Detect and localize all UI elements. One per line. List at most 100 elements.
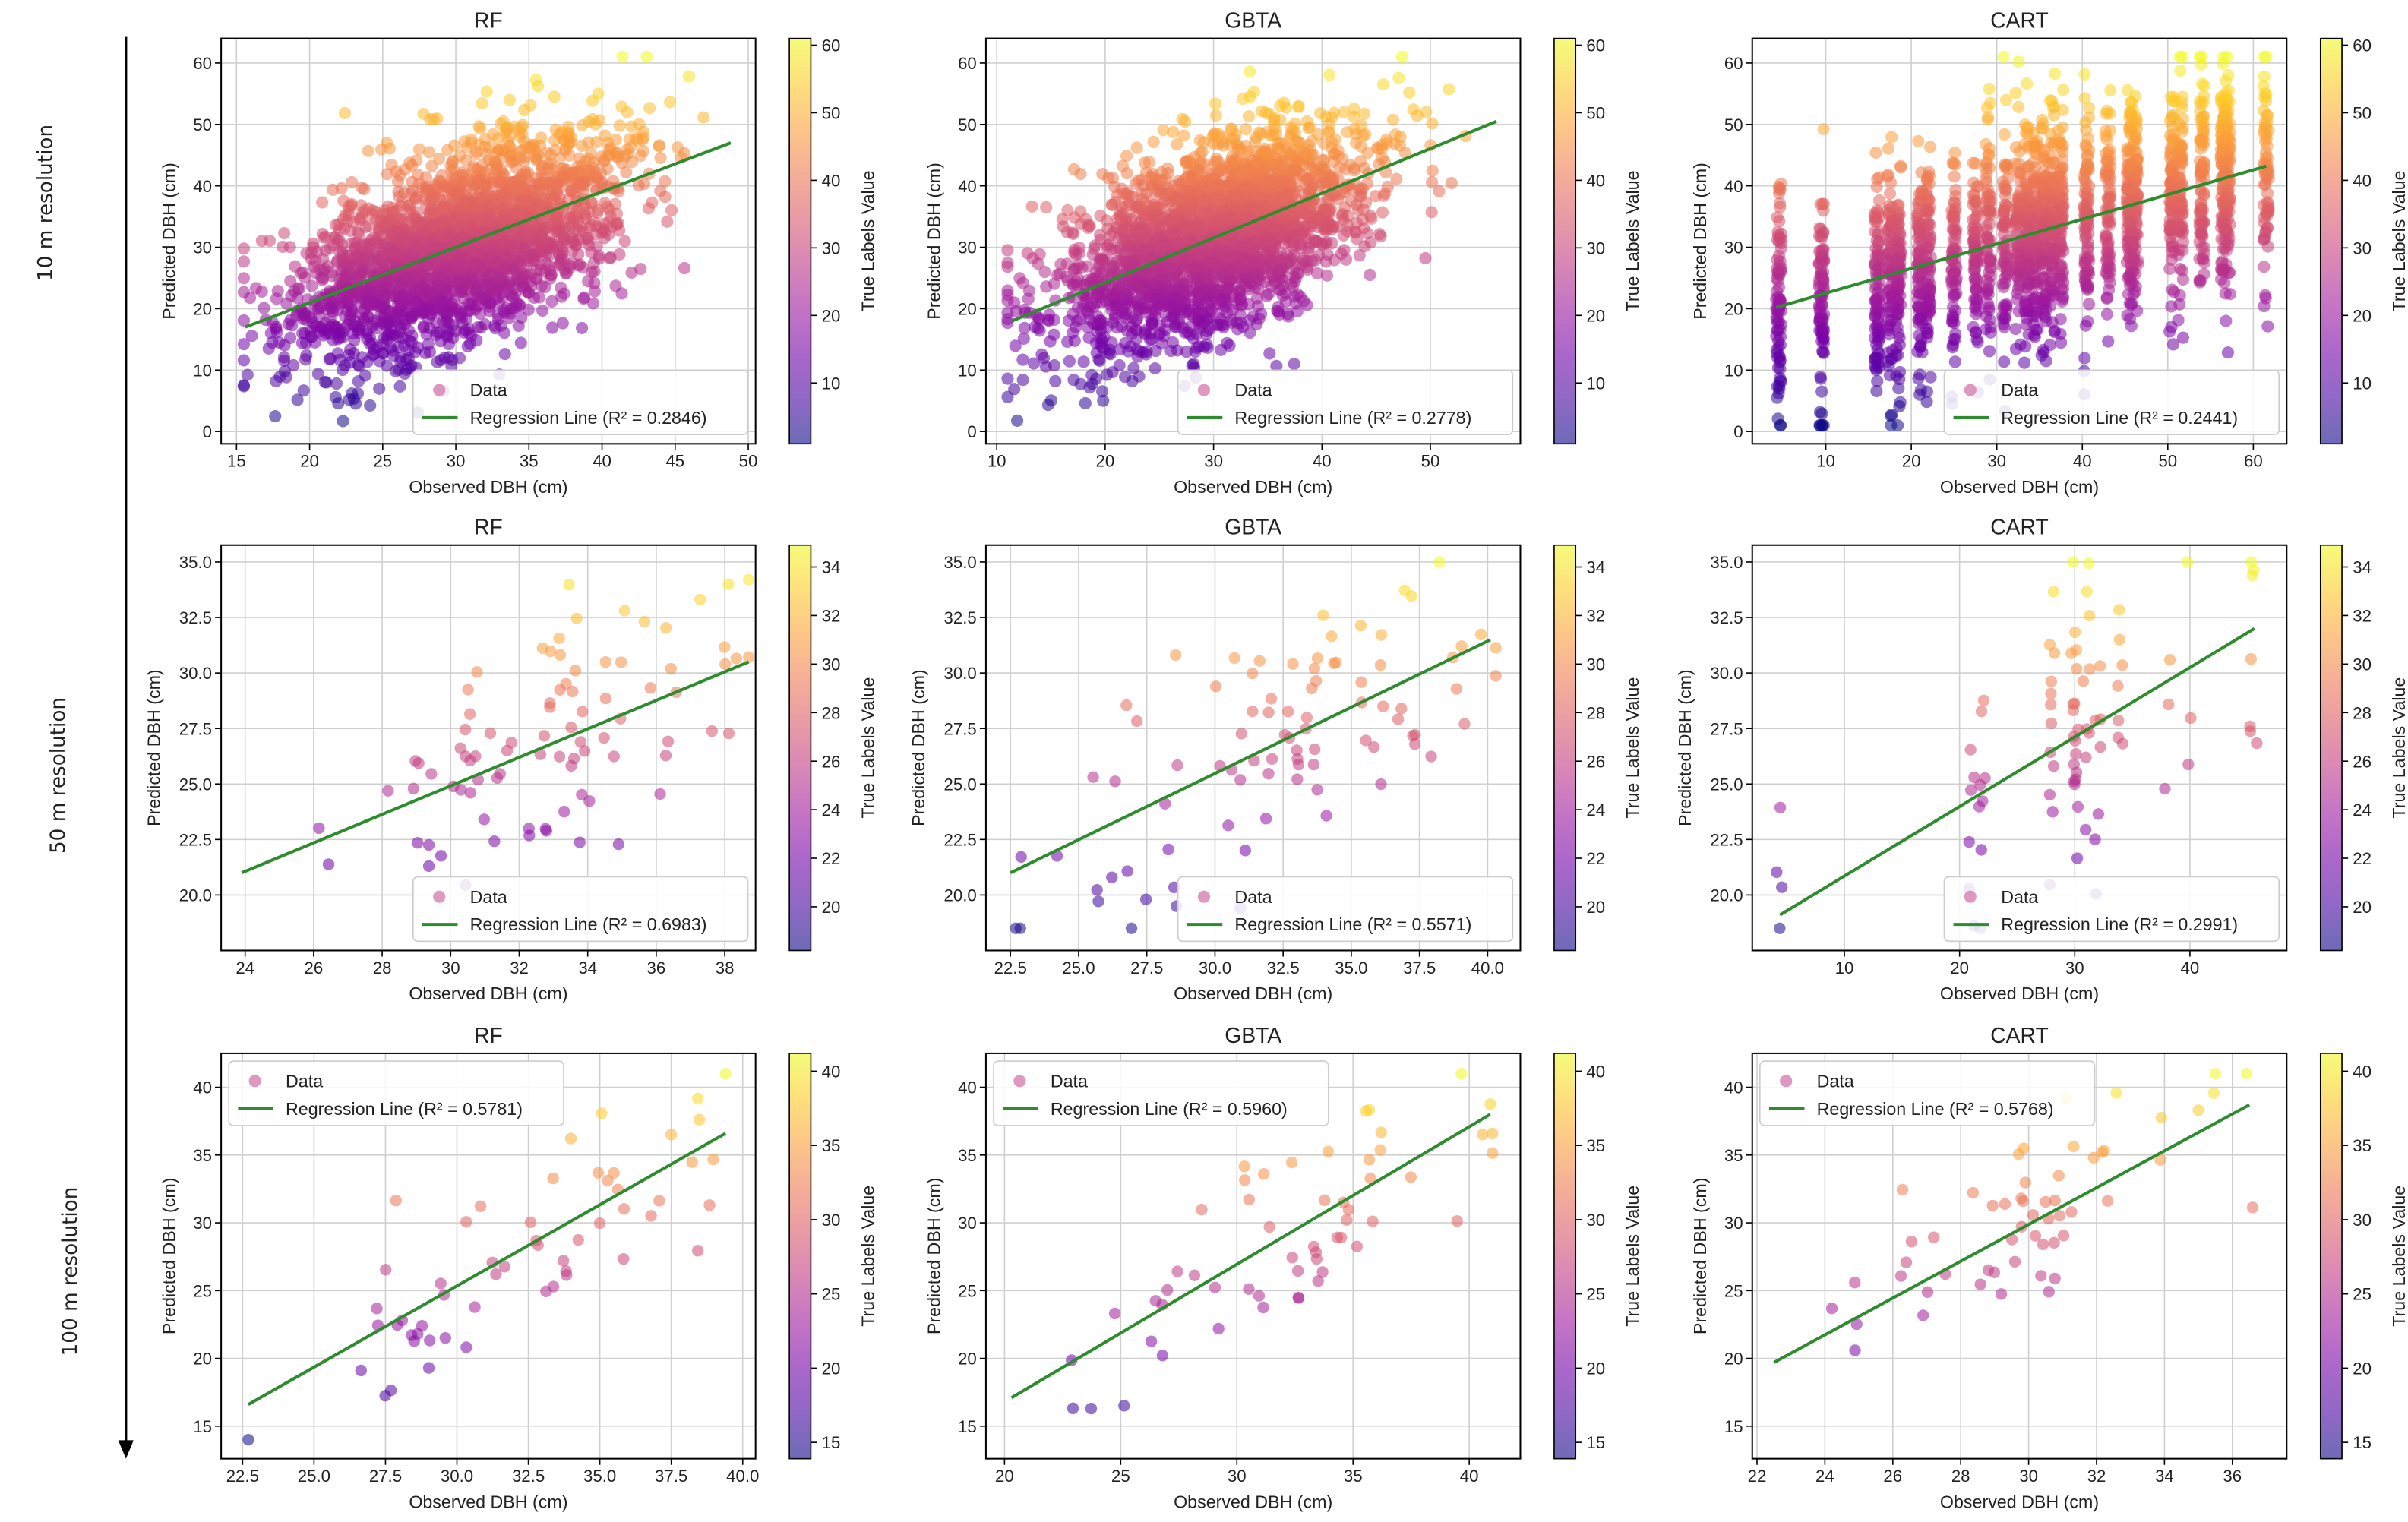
data-point [346, 175, 359, 189]
data-point [435, 354, 447, 367]
data-point [654, 151, 667, 165]
data-point [333, 234, 346, 247]
data-point [1073, 241, 1086, 254]
x-tick-label: 50 [1421, 452, 1440, 471]
data-point [1001, 244, 1014, 257]
data-point [1187, 332, 1200, 345]
data-point [536, 304, 549, 317]
data-point [548, 90, 561, 103]
data-point [453, 185, 466, 198]
data-point [453, 352, 466, 365]
data-point [567, 232, 580, 245]
data-point [583, 164, 597, 178]
data-point [333, 353, 346, 366]
data-point [469, 148, 482, 161]
y-tick-label: 40 [193, 177, 212, 196]
row-label-50m: 50 m resolution [47, 697, 70, 854]
data-point [1100, 214, 1113, 227]
data-point [659, 191, 672, 204]
data-point [379, 319, 393, 332]
data-point [498, 347, 511, 361]
x-tick-label: 45 [665, 452, 684, 471]
data-point [291, 393, 304, 406]
data-point [397, 233, 410, 246]
data-point [507, 239, 520, 252]
data-point [1001, 372, 1014, 385]
data-point [237, 272, 251, 285]
data-point [1364, 236, 1377, 249]
data-point [544, 148, 557, 161]
data-point [536, 161, 549, 175]
data-point [1294, 169, 1307, 182]
data-point [1300, 298, 1313, 311]
data-point [653, 140, 665, 153]
data-point [503, 93, 516, 106]
data-point [358, 182, 371, 196]
data-point [330, 377, 343, 390]
data-point [562, 137, 575, 150]
data-point [1298, 147, 1311, 159]
x-axis-label: Observed DBH (cm) [409, 477, 567, 497]
data-point [346, 260, 359, 273]
data-point [1360, 177, 1374, 190]
data-point [364, 399, 377, 412]
data-point [439, 197, 452, 210]
data-point [548, 134, 561, 147]
data-point [277, 240, 289, 254]
data-point [1135, 193, 1148, 206]
data-point [1231, 143, 1245, 156]
data-point [354, 269, 367, 283]
data-point [520, 246, 534, 259]
data-point [530, 264, 543, 277]
data-point [1129, 323, 1142, 336]
data-point [616, 50, 629, 63]
data-point [412, 143, 425, 156]
x-tick-label: 35 [520, 452, 539, 471]
data-point [1016, 374, 1029, 387]
panel-title: RF [474, 8, 503, 32]
data-point [451, 275, 465, 288]
data-point [336, 363, 349, 377]
data-point [636, 134, 649, 147]
data-point [1283, 145, 1296, 159]
data-point [637, 144, 649, 158]
data-point [299, 327, 311, 340]
data-point [348, 314, 361, 327]
data-point [586, 297, 600, 310]
data-point [539, 280, 551, 294]
data-point [237, 354, 251, 367]
data-point [1131, 312, 1144, 325]
data-point [514, 145, 526, 158]
data-point [523, 286, 536, 299]
data-point [1187, 303, 1201, 316]
data-point [422, 146, 436, 159]
data-point [419, 346, 432, 359]
data-point [1025, 200, 1038, 213]
data-point [374, 301, 387, 314]
data-point [1403, 86, 1416, 99]
x-tick-label: 15 [227, 452, 246, 471]
data-point [1285, 218, 1297, 231]
data-point [290, 309, 303, 322]
data-point [393, 380, 406, 393]
data-point [1104, 263, 1117, 276]
data-point [1063, 355, 1076, 368]
data-point [518, 154, 531, 168]
data-point [1354, 140, 1368, 153]
data-point [1276, 289, 1289, 302]
data-point [1214, 191, 1227, 205]
data-point [1209, 97, 1222, 110]
data-point [581, 232, 594, 245]
data-point [1379, 187, 1392, 200]
data-point [237, 255, 251, 268]
data-point [1426, 164, 1439, 177]
data-point [540, 257, 553, 270]
data-point [1048, 277, 1060, 290]
colorbar-tick-label: 30 [822, 238, 841, 257]
x-tick-label: 30 [1204, 452, 1223, 471]
data-point [593, 114, 606, 127]
data-point [1068, 211, 1081, 224]
y-tick-label: 0 [967, 422, 976, 441]
